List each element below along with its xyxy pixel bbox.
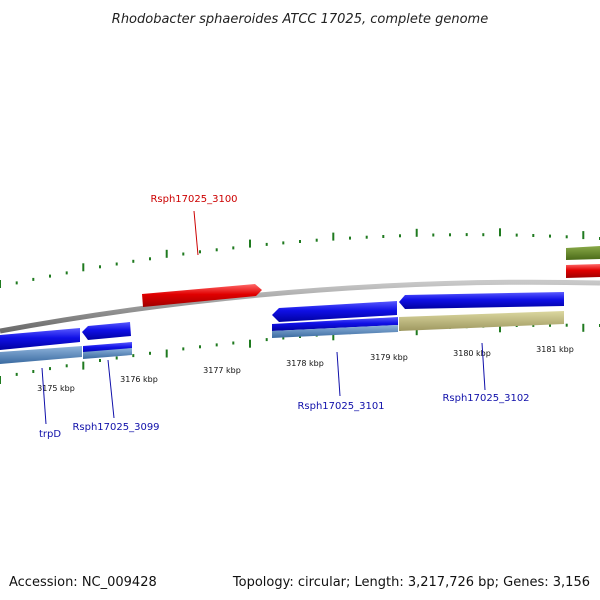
connector-rsph17025-3101 xyxy=(336,351,341,397)
cds-rsph17025-3101[interactable] xyxy=(272,301,397,322)
connector-rsph17025-3102 xyxy=(481,342,486,391)
connector-rsph17025-3099 xyxy=(107,359,115,419)
scale-label: 3180 kbp xyxy=(453,349,491,358)
gene-label-rsph17025-3100[interactable]: Rsph17025_3100 xyxy=(150,194,237,205)
gene-rsph17025-3102[interactable] xyxy=(399,311,564,331)
gene-label-rsph17025-3101[interactable]: Rsph17025_3101 xyxy=(297,401,384,412)
scale-label: 3179 kbp xyxy=(370,353,408,362)
gene-rsph17025-3101-a[interactable] xyxy=(272,317,398,331)
genome-backbone xyxy=(0,279,600,334)
scale-label: 3178 kbp xyxy=(286,359,324,368)
map-title: Rhodobacter sphaeroides ATCC 17025, comp… xyxy=(112,12,488,27)
gene-rsph17025-3099-b[interactable] xyxy=(83,348,132,359)
gene-label-trpd[interactable]: trpD xyxy=(39,429,61,440)
scale-label: 3175 kbp xyxy=(37,384,75,393)
genome-summary-text: Topology: circular; Length: 3,217,726 bp… xyxy=(232,575,590,590)
scale-label: 3181 kbp xyxy=(536,345,574,354)
gene-label-rsph17025-3102[interactable]: Rsph17025_3102 xyxy=(442,393,529,404)
cds-rsph17025-3100[interactable] xyxy=(142,284,262,307)
scale-labels: 3175 kbp 3176 kbp 3177 kbp 3178 kbp 3179… xyxy=(37,345,574,393)
cds-rsph17025-3099[interactable] xyxy=(82,322,131,340)
cds-forward-right-edge[interactable] xyxy=(566,264,600,278)
cds-rsph17025-3102[interactable] xyxy=(399,292,564,309)
gene-label-rsph17025-3099[interactable]: Rsph17025_3099 xyxy=(72,422,159,433)
accession-text: Accession: NC_009428 xyxy=(9,575,157,590)
connector-trpd xyxy=(41,367,47,425)
label-connectors xyxy=(41,210,486,425)
gene-rsph17025-3101-b[interactable] xyxy=(272,325,398,338)
gene-trpd[interactable] xyxy=(0,346,82,364)
gene-forward-right-edge[interactable] xyxy=(566,246,600,260)
scale-label: 3177 kbp xyxy=(203,366,241,375)
outer-tick-ring xyxy=(0,228,600,288)
scale-label: 3176 kbp xyxy=(120,375,158,384)
cds-trpd[interactable] xyxy=(0,328,80,350)
connector-rsph17025-3100 xyxy=(193,210,199,256)
